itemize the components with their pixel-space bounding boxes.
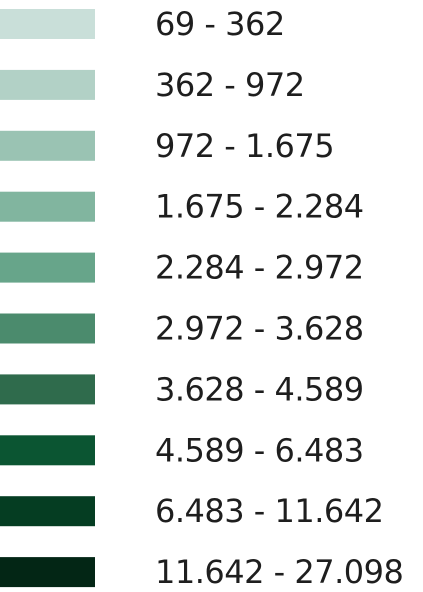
legend-swatch — [0, 69, 95, 100]
legend-swatch — [0, 130, 95, 161]
legend-swatch — [0, 191, 95, 222]
legend-swatch — [0, 496, 95, 527]
legend-label: 972 - 1.675 — [155, 127, 334, 165]
legend-label: 3.628 - 4.589 — [155, 370, 364, 408]
legend-swatch — [0, 313, 95, 344]
legend-label: 6.483 - 11.642 — [155, 492, 383, 530]
legend-label: 1.675 - 2.284 — [155, 188, 364, 226]
legend-swatch — [0, 435, 95, 466]
legend-label: 2.284 - 2.972 — [155, 249, 364, 287]
legend-label: 2.972 - 3.628 — [155, 310, 364, 348]
legend-swatch — [0, 374, 95, 405]
legend-label: 4.589 - 6.483 — [155, 431, 364, 469]
legend-swatch — [0, 9, 95, 39]
legend-label: 69 - 362 — [155, 5, 285, 43]
legend-swatch — [0, 252, 95, 283]
legend-label: 362 - 972 — [155, 66, 305, 104]
legend-label: 11.642 - 27.098 — [155, 553, 403, 591]
legend-swatch — [0, 557, 95, 588]
